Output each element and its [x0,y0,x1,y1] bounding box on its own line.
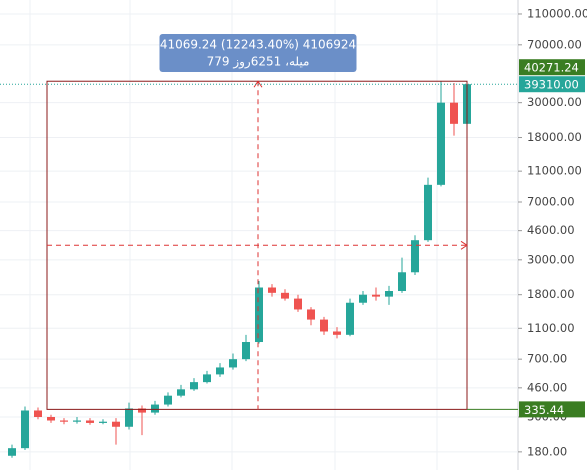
candle-body [190,382,198,390]
candle-body [333,331,341,335]
tooltip-line: میله، 6251روز 779 [207,55,310,70]
candle-body [320,319,328,332]
price-label-box [519,76,585,93]
y-tick-label: 4600.00 [527,223,575,237]
y-tick-label: 3000.00 [527,252,575,266]
candle-body [437,102,445,185]
price-label: 39310.00 [524,78,579,92]
candle-body [203,374,211,383]
candle-body [281,292,289,299]
candle-body [112,421,120,427]
y-tick-label: 7000.00 [527,194,575,208]
candle-body [216,367,224,375]
candle-body [255,287,263,343]
y-tick-label: 1800.00 [527,287,575,301]
candle-body [385,291,393,297]
candle-body [86,420,94,423]
y-tick-label: 11000.00 [527,164,582,178]
candle-body [99,421,107,423]
candle-body [138,408,146,413]
measure-tooltip [159,34,357,72]
y-tick-label: 30000.00 [527,95,582,109]
candle-body [359,294,367,303]
price-label-box [519,59,585,76]
y-tick-label: 70000.00 [527,37,582,51]
candle-body [21,410,29,449]
price-label: 335.44 [524,403,564,417]
candle-body [268,287,276,293]
candle-body [34,410,42,417]
candle-body [47,416,55,421]
candle-body [398,272,406,292]
candle-body [164,395,172,405]
y-tick-label: 110000.00 [527,6,587,20]
candle-body [411,240,419,273]
tooltip-line: 41069.24 (12243.40%) 4106924 [160,38,356,52]
price-label-box [519,401,585,418]
price-label: 40271.24 [524,61,579,75]
candle-body [229,359,237,368]
candle-body [151,404,159,413]
vertical-grid [29,0,438,470]
measure-v-head [253,80,263,88]
y-tick-label: 180.00 [527,444,567,458]
candle-body [73,420,81,422]
measure-h-head [460,240,468,250]
y-tick-label: 700.00 [527,352,567,366]
y-tick-label: 1100.00 [527,321,575,335]
candle-body [125,408,133,427]
y-tick-label: 460.00 [527,380,567,394]
candle-body [8,448,16,456]
candle-body [307,309,315,320]
candle-body [346,302,354,335]
candle-body [177,389,185,396]
candle-body [242,342,250,360]
candle-body [60,420,68,422]
candle-body [294,298,302,310]
y-tick-label: 18000.00 [527,130,582,144]
candle-body [372,294,380,297]
candle-body [450,102,458,124]
candle-body [424,184,432,241]
